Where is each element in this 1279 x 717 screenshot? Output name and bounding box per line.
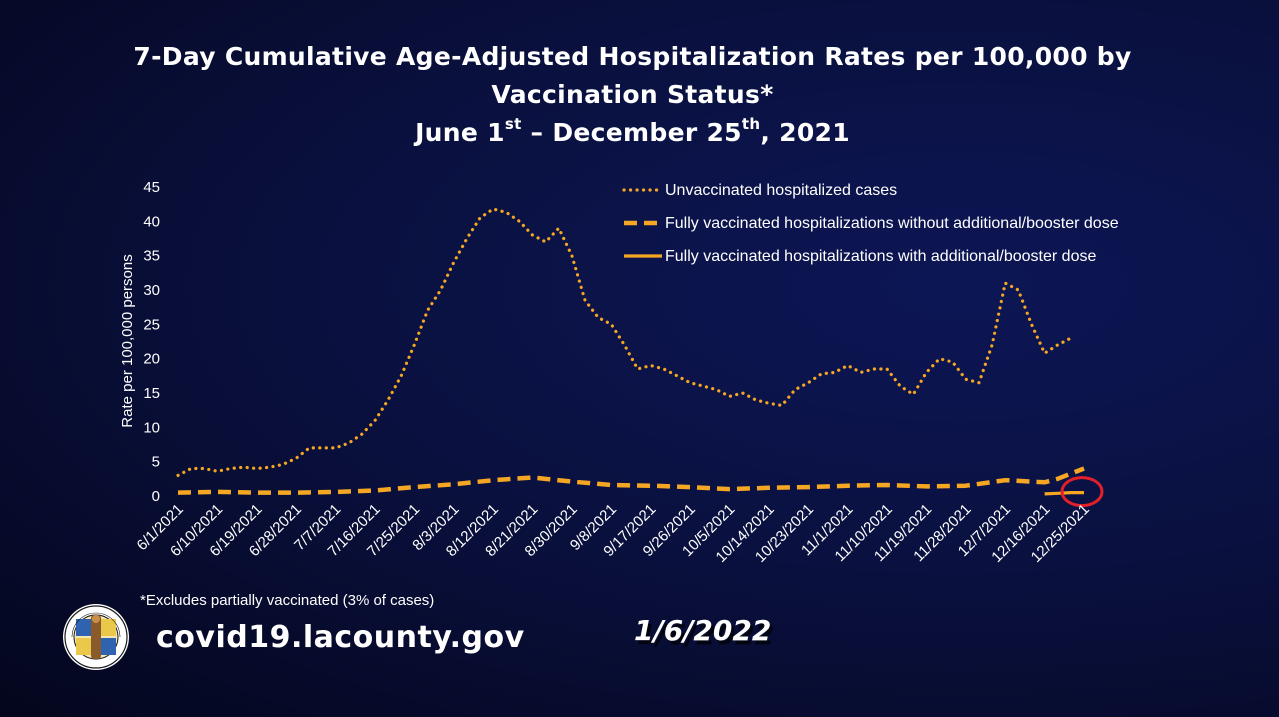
y-tick-label: 5 xyxy=(152,454,160,471)
axes: 0 5 10 15 20 25 30 35 40 45 Rate per 100,000 perso… xyxy=(119,179,1093,566)
legend-label-1: Unvaccinated hospitalized cases xyxy=(665,182,897,199)
chart-title: 7-Day Cumulative Age-Adjusted Hospitaliz… xyxy=(0,38,1265,152)
report-date: 1/6/2022 xyxy=(634,614,772,647)
y-tick-label: 40 xyxy=(143,213,160,230)
title-line-2: Vaccination Status* xyxy=(491,80,774,109)
legend-label-3: Fully vaccinated hospitalizations with a… xyxy=(665,248,1096,265)
y-tick-label: 15 xyxy=(143,385,160,402)
title-date-end: , 2021 xyxy=(760,118,850,147)
y-tick-label: 30 xyxy=(143,282,160,299)
y-tick-label: 10 xyxy=(143,419,160,436)
y-tick-label: 0 xyxy=(152,488,160,505)
legend-label-2: Fully vaccinated hospitalizations withou… xyxy=(665,215,1119,232)
highlight-circle xyxy=(1060,476,1104,508)
footnote: *Excludes partially vaccinated (3% of ca… xyxy=(140,592,435,609)
title-line-1: 7-Day Cumulative Age-Adjusted Hospitaliz… xyxy=(133,42,1132,71)
series-line-1 xyxy=(176,207,1073,477)
title-date-mid: – December 25 xyxy=(521,118,742,147)
plot-area xyxy=(176,207,1104,508)
website-link[interactable]: covid19.lacounty.gov xyxy=(156,620,525,655)
chart-legend: Unvaccinated hospitalized cases Fully vac… xyxy=(622,182,1119,265)
y-tick-label: 25 xyxy=(143,316,160,333)
title-ordinal-th: th xyxy=(741,114,761,133)
y-tick-label: 35 xyxy=(143,248,160,265)
title-line-3: June 1st – December 25th, 2021 xyxy=(0,114,1265,152)
y-axis-label: Rate per 100,000 persons xyxy=(119,254,136,427)
county-seal-icon xyxy=(63,604,129,670)
series-line-3 xyxy=(1044,491,1084,496)
title-date-start: June 1 xyxy=(415,118,505,147)
y-tick-label: 45 xyxy=(143,179,160,196)
title-ordinal-st: st xyxy=(504,114,522,133)
series-line-2 xyxy=(177,466,1085,495)
y-tick-label: 20 xyxy=(143,351,160,368)
